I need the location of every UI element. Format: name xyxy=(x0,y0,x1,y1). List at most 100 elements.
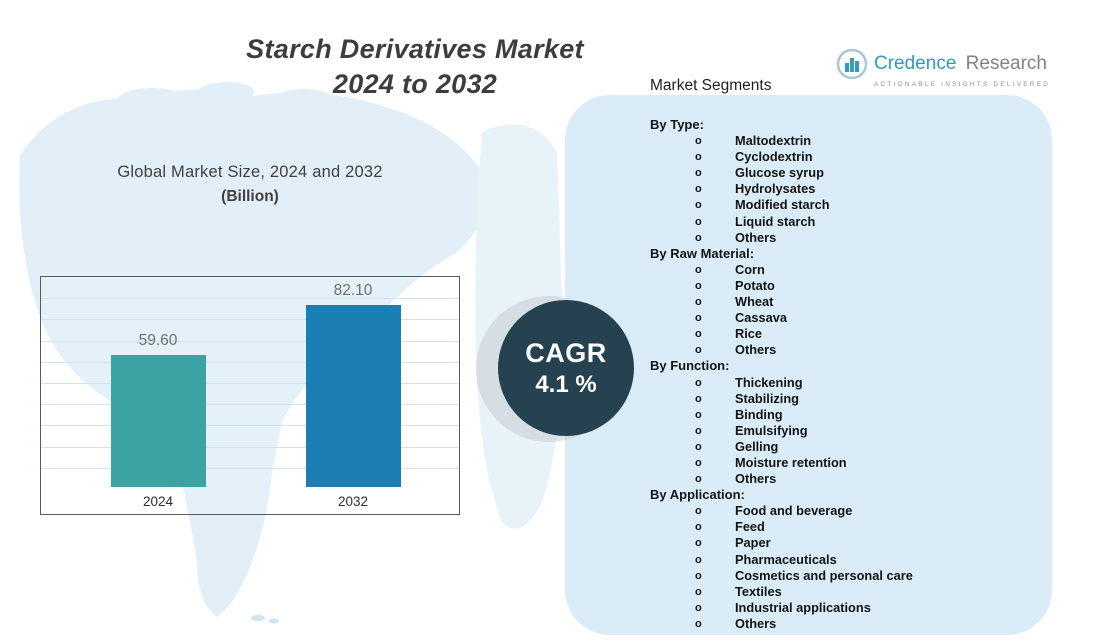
segment-item: o Feed xyxy=(695,519,1052,535)
segment-item-label: Potato xyxy=(735,277,775,293)
bar-chart: 59.60 2024 82.10 2032 xyxy=(40,276,460,515)
bullet-marker: o xyxy=(695,312,702,325)
gridline xyxy=(41,404,459,406)
bullet-marker: o xyxy=(695,328,702,341)
bullet-marker: o xyxy=(695,392,702,405)
page-title: Starch Derivatives Market 2024 to 2032 xyxy=(150,32,680,102)
bullet-marker: o xyxy=(695,521,702,534)
segment-item-label: Binding xyxy=(735,406,783,422)
bar-chart-logo-icon xyxy=(836,48,868,80)
segment-item: o Moisture retention xyxy=(695,455,1052,471)
segment-item: o Modified starch xyxy=(695,197,1052,213)
segment-item: o Corn xyxy=(695,262,1052,278)
brand-tagline: Actionable Insights Delivered xyxy=(874,81,1051,88)
segment-item: o Liquid starch xyxy=(695,214,1052,230)
segment-item-label: Industrial applications xyxy=(735,599,871,615)
gridline xyxy=(41,298,459,300)
gridline xyxy=(41,425,459,427)
segment-item: o Potato xyxy=(695,278,1052,294)
segment-item: o Industrial applications xyxy=(695,600,1052,616)
bar-2032 xyxy=(305,305,401,487)
segment-item: o Gelling xyxy=(695,439,1052,455)
segment-item-label: Thickening xyxy=(735,374,803,390)
segments-heading: Market Segments xyxy=(650,77,772,94)
segment-item-label: Others xyxy=(735,471,777,487)
segment-item: o Thickening xyxy=(695,375,1052,391)
bullet-marker: o xyxy=(695,505,702,518)
bullet-marker: o xyxy=(695,167,702,180)
gridline xyxy=(41,467,459,469)
segment-item-label: Others xyxy=(735,229,777,245)
segment-item-label: Cassava xyxy=(735,310,787,326)
segment-item-label: Liquid starch xyxy=(735,213,816,229)
segment-item-label: Stabilizing xyxy=(735,390,799,406)
bullet-marker: o xyxy=(695,183,702,196)
bullet-marker: o xyxy=(695,601,702,614)
brand-logo: Credence Research Actionable Insights De… xyxy=(836,48,1056,88)
bullet-marker: o xyxy=(695,135,702,148)
segment-item-label: Pharmaceuticals xyxy=(735,551,837,567)
segment-item: o Pharmaceuticals xyxy=(695,552,1052,568)
segment-item-label: Paper xyxy=(735,535,771,551)
segment-item: o Stabilizing xyxy=(695,391,1052,407)
segment-item: o Food and beverage xyxy=(695,503,1052,519)
cagr-value: 4.1 % xyxy=(535,370,597,398)
segment-item-label: Wheat xyxy=(735,294,774,310)
bullet-marker: o xyxy=(695,408,702,421)
bullet-marker: o xyxy=(695,456,702,469)
segment-group-label: By Function: xyxy=(650,358,730,374)
segment-item: o Emulsifying xyxy=(695,423,1052,439)
title-line-2: 2024 to 2032 xyxy=(332,69,498,100)
cagr-badge: CAGR 4.1 % xyxy=(498,300,634,436)
bullet-marker: o xyxy=(695,585,702,598)
segment-item-label: Food and beverage xyxy=(735,503,853,519)
bullet-marker: o xyxy=(695,569,702,582)
bullet-marker: o xyxy=(695,199,702,212)
segment-item: o Wheat xyxy=(695,294,1052,310)
segment-item-label: Cyclodextrin xyxy=(735,149,813,165)
segment-item: o Cyclodextrin xyxy=(695,149,1052,165)
bullet-marker: o xyxy=(695,376,702,389)
brand-name-credence: Credence xyxy=(874,53,957,74)
bullet-marker: o xyxy=(695,344,702,357)
bullet-marker: o xyxy=(695,263,702,276)
brand-name: Credence Research xyxy=(874,53,1047,75)
bullet-marker: o xyxy=(695,553,702,566)
gridline xyxy=(41,340,459,342)
bullet-marker: o xyxy=(695,231,702,244)
segment-item-label: Hydrolysates xyxy=(735,181,816,197)
bullet-marker: o xyxy=(695,537,702,550)
chart-subheading: (Billion) xyxy=(221,188,279,205)
segment-item-label: Textiles xyxy=(735,583,782,599)
gridline xyxy=(41,319,459,321)
bullet-marker: o xyxy=(695,440,702,453)
segment-item: o Cosmetics and personal care xyxy=(695,568,1052,584)
segment-item-label: Emulsifying xyxy=(735,422,808,438)
segment-group-label: By Application: xyxy=(650,487,745,503)
bullet-marker: o xyxy=(695,279,702,292)
segment-item-label: Others xyxy=(735,615,777,631)
segment-item-label: Others xyxy=(735,342,777,358)
segment-item-label: Maltodextrin xyxy=(735,133,812,149)
segment-item-label: Corn xyxy=(735,261,765,277)
segment-item-label: Cosmetics and personal care xyxy=(735,567,913,583)
gridline xyxy=(41,383,459,384)
bar-category-label: 2032 xyxy=(337,494,369,509)
bullet-marker: o xyxy=(695,151,702,164)
bar-value-label: 82.10 xyxy=(333,282,373,299)
segment-item: o Glucose syrup xyxy=(695,165,1052,181)
bar-category-label: 2024 xyxy=(142,494,174,509)
segment-item: o Cassava xyxy=(695,310,1052,326)
bullet-marker: o xyxy=(695,424,702,437)
segment-item: o Binding xyxy=(695,407,1052,423)
segment-item: o Rice xyxy=(695,326,1052,342)
segment-item-label: Rice xyxy=(735,326,763,342)
brand-name-research: Research xyxy=(965,53,1047,74)
segment-item: o Maltodextrin xyxy=(695,133,1052,149)
cagr-label: CAGR xyxy=(525,337,607,368)
bullet-marker: o xyxy=(695,215,702,228)
gridline xyxy=(41,361,459,363)
bar-value-label: 59.60 xyxy=(138,332,178,349)
segment-item-label: Moisture retention xyxy=(735,454,847,470)
